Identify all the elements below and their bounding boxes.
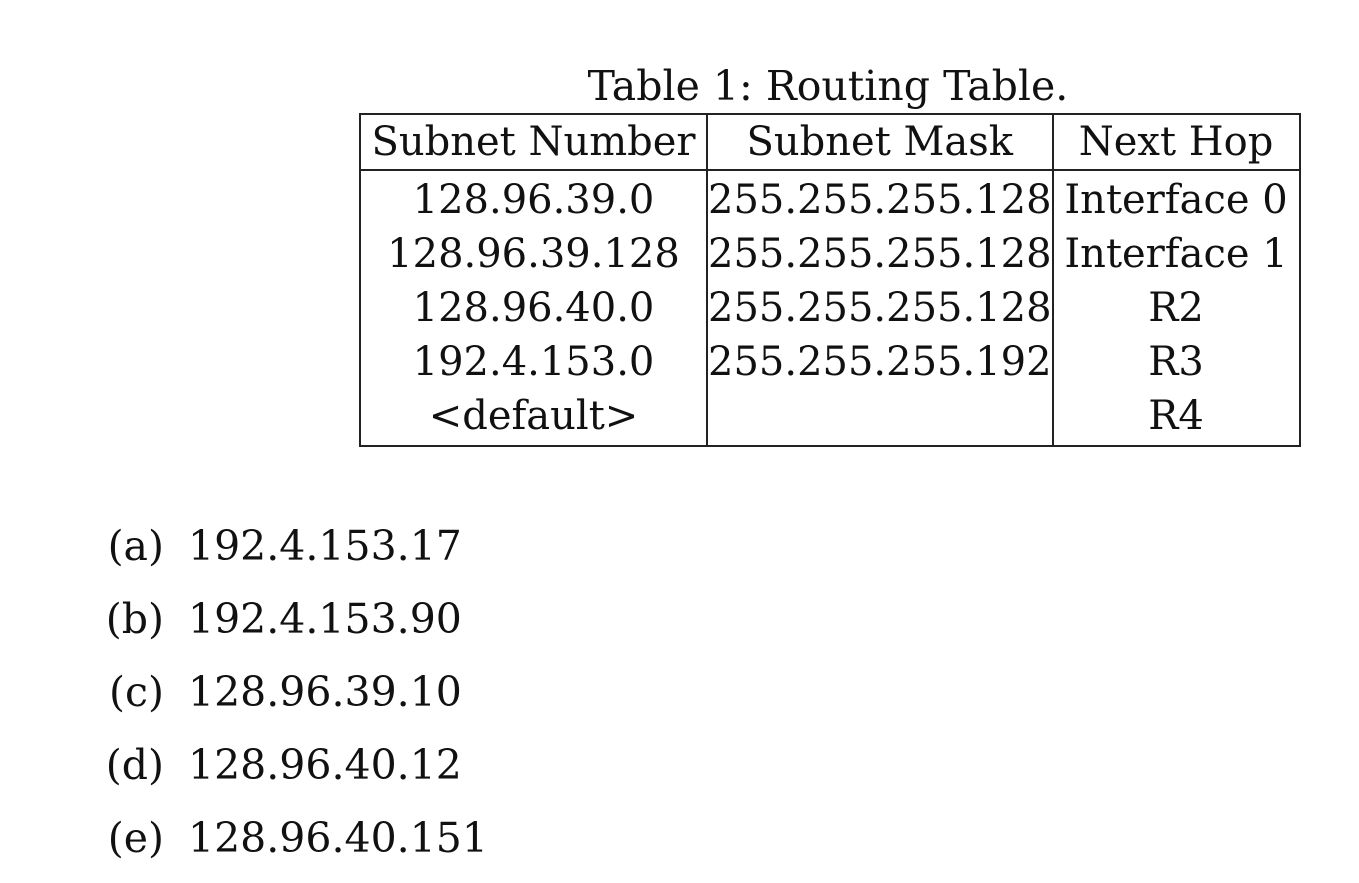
item-address: 128.96.40.12 <box>188 741 462 789</box>
cell-subnet-number: 128.96.39.0 <box>360 170 708 227</box>
list-item: (d) 128.96.40.12 <box>100 735 488 808</box>
cell-subnet-mask: 255.255.255.128 <box>707 227 1054 281</box>
list-item: (c) 128.96.39.10 <box>100 662 488 735</box>
header-subnet-number: Subnet Number <box>360 114 708 171</box>
table-row: 128.96.40.0 255.255.255.128 R2 <box>360 281 1300 335</box>
table-row: 192.4.153.0 255.255.255.192 R3 <box>360 335 1300 389</box>
table-row: 128.96.39.128 255.255.255.128 Interface … <box>360 227 1300 281</box>
item-address: 128.96.39.10 <box>188 668 462 716</box>
table-row: <default> R4 <box>360 389 1300 446</box>
header-subnet-mask: Subnet Mask <box>707 114 1054 171</box>
address-question-list: (a) 192.4.153.17 (b) 192.4.153.90 (c) 128.9… <box>100 516 488 881</box>
cell-subnet-mask: 255.255.255.128 <box>707 281 1054 335</box>
header-next-hop: Next Hop <box>1052 114 1300 171</box>
item-address: 192.4.153.90 <box>188 595 462 643</box>
item-label: (c) <box>109 668 164 716</box>
cell-subnet-mask: 255.255.255.192 <box>707 335 1054 389</box>
list-item: (a) 192.4.153.17 <box>100 516 488 589</box>
cell-subnet-number: 128.96.39.128 <box>360 227 708 281</box>
cell-next-hop: Interface 0 <box>1064 177 1288 223</box>
table-row: 128.96.39.0 255.255.255.128 Interface 0 <box>360 170 1300 227</box>
cell-subnet-number: <default> <box>360 389 708 446</box>
cell-subnet-mask <box>707 389 1054 446</box>
table-caption: Table 1: Routing Table. <box>587 62 1069 110</box>
item-label: (d) <box>105 741 164 789</box>
item-address: 192.4.153.17 <box>188 522 462 570</box>
cell-subnet-number: 128.96.40.0 <box>360 281 708 335</box>
item-label: (e) <box>107 814 164 862</box>
list-item: (b) 192.4.153.90 <box>100 589 488 662</box>
cell-next-hop: R2 <box>1148 285 1204 331</box>
cell-subnet-mask: 255.255.255.128 <box>707 170 1054 227</box>
cell-next-hop: Interface 1 <box>1064 231 1288 277</box>
cell-next-hop: R4 <box>1148 393 1204 439</box>
item-address: 128.96.40.151 <box>188 814 488 862</box>
table-header-row: Subnet Number Subnet Mask Next Hop <box>360 114 1300 171</box>
cell-next-hop: R3 <box>1148 339 1204 385</box>
item-label: (a) <box>107 522 164 570</box>
routing-table: Subnet Number Subnet Mask Next Hop 128.9… <box>359 113 1301 447</box>
item-label: (b) <box>105 595 164 643</box>
list-item: (e) 128.96.40.151 <box>100 808 488 881</box>
cell-subnet-number: 192.4.153.0 <box>360 335 708 389</box>
